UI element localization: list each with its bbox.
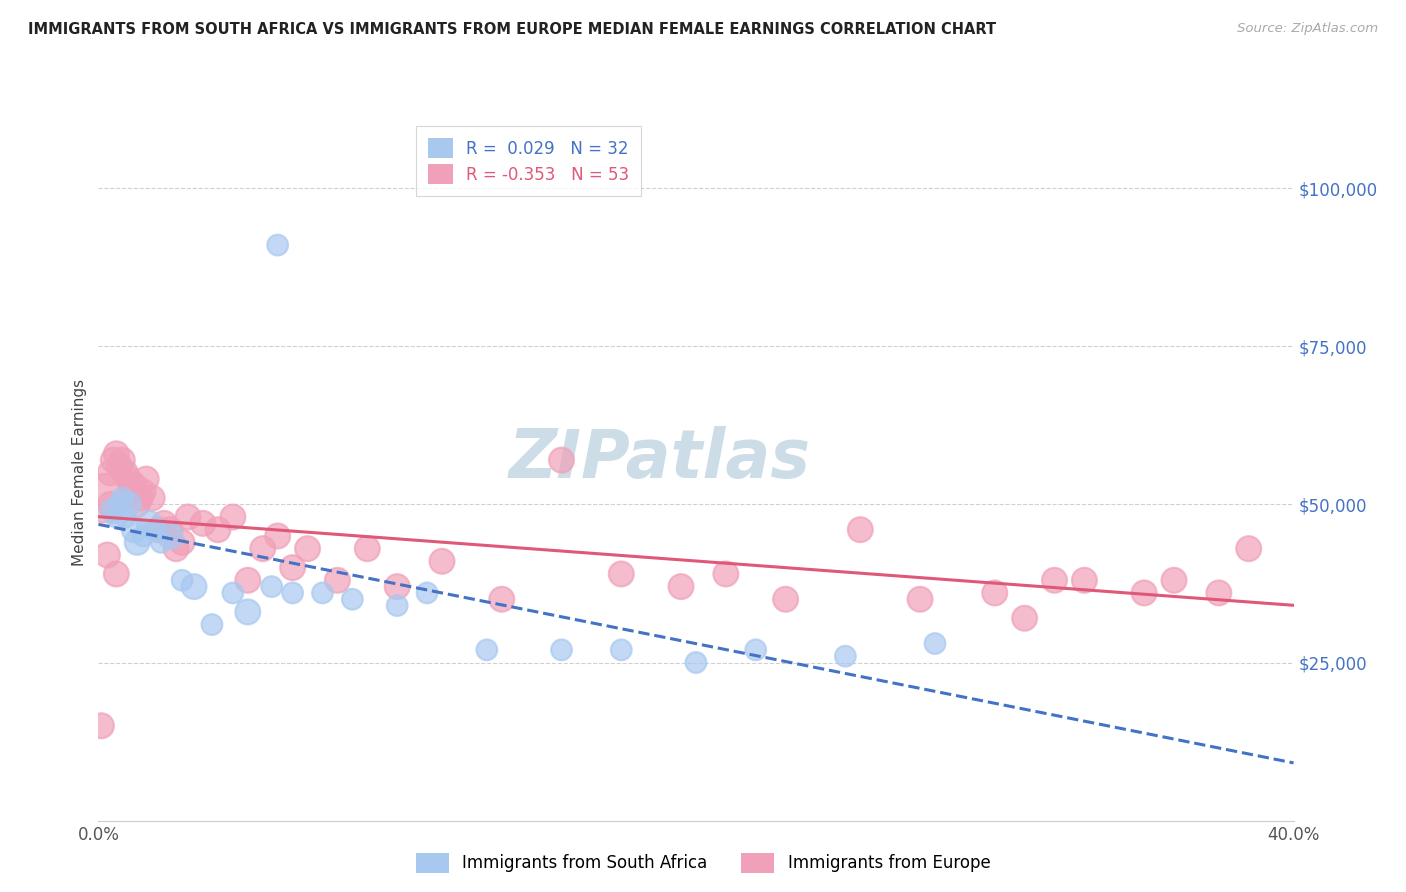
Point bbox=[222, 586, 245, 600]
Point bbox=[183, 580, 205, 594]
Point bbox=[93, 491, 115, 505]
Point bbox=[159, 529, 181, 543]
Point bbox=[1014, 611, 1036, 625]
Point bbox=[159, 523, 181, 537]
Point bbox=[908, 592, 931, 607]
Point bbox=[834, 649, 856, 664]
Point bbox=[430, 554, 453, 568]
Point bbox=[132, 484, 155, 499]
Point bbox=[385, 599, 409, 613]
Point bbox=[550, 643, 572, 657]
Point bbox=[105, 510, 128, 524]
Point bbox=[105, 566, 128, 581]
Point bbox=[356, 541, 378, 556]
Point bbox=[103, 504, 125, 518]
Point bbox=[775, 592, 797, 607]
Point bbox=[714, 566, 737, 581]
Point bbox=[201, 617, 224, 632]
Point bbox=[745, 643, 768, 657]
Point bbox=[100, 497, 122, 511]
Point bbox=[135, 472, 157, 486]
Point bbox=[342, 592, 364, 607]
Point bbox=[416, 586, 439, 600]
Point bbox=[172, 535, 194, 549]
Point bbox=[849, 523, 872, 537]
Point bbox=[610, 566, 633, 581]
Point bbox=[117, 472, 139, 486]
Point bbox=[129, 491, 152, 505]
Point bbox=[90, 719, 112, 733]
Point bbox=[1073, 574, 1095, 588]
Point bbox=[475, 643, 498, 657]
Point bbox=[124, 523, 146, 537]
Point bbox=[120, 484, 142, 499]
Point bbox=[138, 516, 160, 531]
Point bbox=[252, 541, 274, 556]
Point bbox=[143, 523, 166, 537]
Point bbox=[984, 586, 1007, 600]
Point bbox=[124, 478, 146, 492]
Point bbox=[114, 466, 136, 480]
Point bbox=[924, 636, 946, 650]
Point bbox=[96, 548, 118, 562]
Point bbox=[177, 510, 200, 524]
Text: IMMIGRANTS FROM SOUTH AFRICA VS IMMIGRANTS FROM EUROPE MEDIAN FEMALE EARNINGS CO: IMMIGRANTS FROM SOUTH AFRICA VS IMMIGRAN… bbox=[28, 22, 997, 37]
Point bbox=[1163, 574, 1185, 588]
Point bbox=[127, 497, 149, 511]
Point bbox=[311, 586, 333, 600]
Point bbox=[108, 497, 131, 511]
Point bbox=[491, 592, 513, 607]
Point bbox=[669, 580, 692, 594]
Point bbox=[165, 541, 187, 556]
Point bbox=[236, 574, 259, 588]
Point bbox=[207, 523, 229, 537]
Point bbox=[297, 541, 319, 556]
Text: Source: ZipAtlas.com: Source: ZipAtlas.com bbox=[1237, 22, 1378, 36]
Point bbox=[105, 447, 128, 461]
Point bbox=[111, 491, 134, 505]
Point bbox=[141, 491, 163, 505]
Point bbox=[1208, 586, 1230, 600]
Point bbox=[267, 238, 290, 252]
Text: ZIPatlas: ZIPatlas bbox=[509, 425, 811, 491]
Point bbox=[191, 516, 214, 531]
Y-axis label: Median Female Earnings: Median Female Earnings bbox=[72, 379, 87, 566]
Legend: R =  0.029   N = 32, R = -0.353   N = 53: R = 0.029 N = 32, R = -0.353 N = 53 bbox=[416, 127, 641, 196]
Point bbox=[117, 497, 139, 511]
Point bbox=[150, 535, 173, 549]
Point bbox=[281, 586, 304, 600]
Point bbox=[132, 529, 155, 543]
Point bbox=[281, 560, 304, 574]
Point bbox=[111, 453, 134, 467]
Point bbox=[1133, 586, 1156, 600]
Point bbox=[114, 510, 136, 524]
Point bbox=[267, 529, 290, 543]
Point bbox=[1237, 541, 1260, 556]
Legend: Immigrants from South Africa, Immigrants from Europe: Immigrants from South Africa, Immigrants… bbox=[409, 847, 997, 880]
Point bbox=[222, 510, 245, 524]
Point bbox=[1043, 574, 1066, 588]
Point bbox=[685, 656, 707, 670]
Point bbox=[610, 643, 633, 657]
Point bbox=[148, 523, 170, 537]
Point bbox=[100, 466, 122, 480]
Point bbox=[385, 580, 409, 594]
Point bbox=[108, 459, 131, 474]
Point bbox=[236, 605, 259, 619]
Point bbox=[127, 535, 149, 549]
Point bbox=[260, 580, 283, 594]
Point bbox=[172, 574, 194, 588]
Point bbox=[550, 453, 572, 467]
Point bbox=[326, 574, 349, 588]
Point bbox=[153, 516, 176, 531]
Point bbox=[103, 453, 125, 467]
